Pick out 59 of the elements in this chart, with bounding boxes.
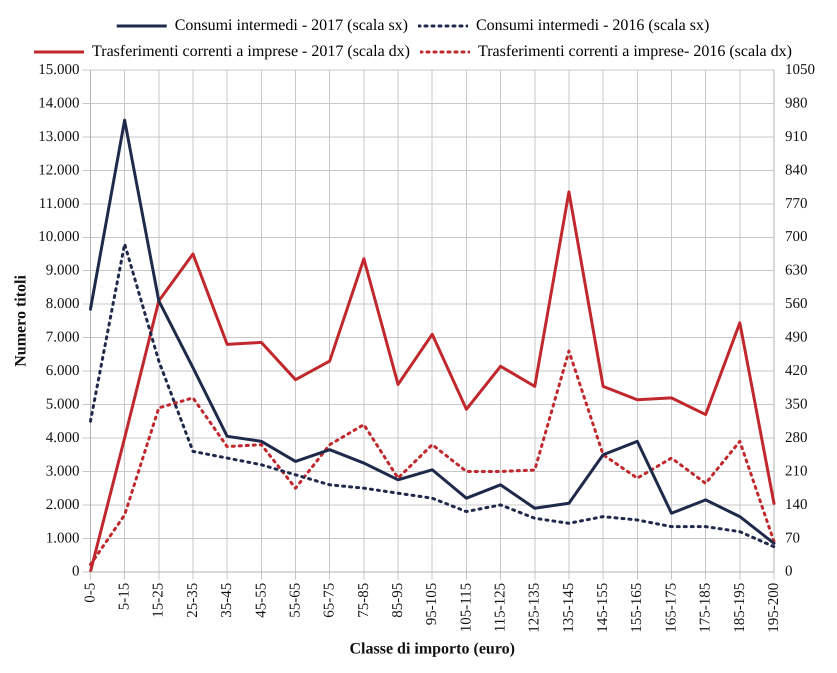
y2-tick-label: 840 xyxy=(785,162,808,178)
y2-tick-label: 0 xyxy=(785,564,792,580)
x-tick-label: 35-45 xyxy=(219,582,236,618)
x-tick-label: 155-165 xyxy=(629,582,646,633)
y-tick-label: 7.000 xyxy=(46,330,80,346)
y-axis-title: Numero titoli xyxy=(12,274,30,367)
y-tick-label: 11.000 xyxy=(38,196,80,212)
y2-tick-label: 980 xyxy=(785,95,808,112)
y2-tick-label: 1050 xyxy=(785,62,815,78)
x-tick-label: 65-75 xyxy=(322,582,338,618)
x-tick-label: 135-145 xyxy=(560,582,577,633)
y-tick-label: 0 xyxy=(72,564,80,580)
y2-tick-label: 770 xyxy=(785,196,808,212)
y2-tick-label: 420 xyxy=(785,363,808,380)
y-tick-label: 6.000 xyxy=(46,363,80,380)
y-tick-label: 15.000 xyxy=(38,62,80,78)
y2-tick-label: 700 xyxy=(785,229,808,246)
y-tick-label: 9.000 xyxy=(46,262,80,279)
legend-label: Trasferimenti correnti a imprese - 2017 (scala dx) xyxy=(92,43,410,60)
x-tick-label: 125-135 xyxy=(526,582,543,633)
y2-tick-label: 490 xyxy=(785,330,808,346)
x-tick-label: 0-5 xyxy=(82,582,98,603)
y-tick-label: 4.000 xyxy=(46,430,80,446)
x-tick-label: 25-35 xyxy=(184,582,201,618)
y2-tick-label: 280 xyxy=(785,430,808,446)
x-tick-label: 5-15 xyxy=(116,582,133,610)
x-tick-label: 45-55 xyxy=(253,582,270,618)
y2-tick-label: 140 xyxy=(785,496,808,513)
y2-tick-label: 350 xyxy=(785,396,808,412)
y-tick-label: 8.000 xyxy=(46,296,80,312)
x-tick-label: 95-105 xyxy=(424,582,440,626)
x-axis-title: Classe di importo (euro) xyxy=(349,640,515,658)
y-tick-label: 3.000 xyxy=(46,463,80,480)
y-tick-label: 14.000 xyxy=(38,95,80,112)
y-tick-label: 5.000 xyxy=(46,396,80,412)
x-tick-label: 175-185 xyxy=(698,582,714,633)
x-tick-label: 85-95 xyxy=(390,582,406,618)
x-tick-label: 115-125 xyxy=(492,582,509,632)
y-tick-label: 1.000 xyxy=(46,530,80,546)
x-tick-label: 165-175 xyxy=(663,582,680,633)
y2-tick-label: 210 xyxy=(785,463,808,480)
y2-tick-label: 70 xyxy=(785,530,800,546)
legend-label: Trasferimenti correnti a imprese- 2016 (scala dx) xyxy=(478,43,792,60)
legend-label: Consumi intermedi - 2017 (scala sx) xyxy=(174,17,408,34)
y-tick-label: 12.000 xyxy=(38,162,80,178)
y-tick-label: 13.000 xyxy=(38,128,80,145)
y-tick-label: 10.000 xyxy=(38,229,80,246)
legend-label: Consumi intermedi - 2016 (scala sx) xyxy=(476,17,710,34)
x-tick-label: 15-25 xyxy=(150,582,167,618)
y2-tick-label: 910 xyxy=(785,128,808,145)
x-tick-label: 55-65 xyxy=(287,582,304,618)
x-tick-label: 145-155 xyxy=(595,582,612,633)
x-tick-label: 75-85 xyxy=(356,582,372,618)
y-tick-label: 2.000 xyxy=(46,496,80,513)
y2-tick-label: 560 xyxy=(785,296,808,312)
x-tick-label: 185-195 xyxy=(732,582,748,633)
y2-tick-label: 630 xyxy=(785,262,808,279)
x-tick-label: 195-200 xyxy=(766,582,782,633)
x-tick-label: 105-115 xyxy=(458,582,474,632)
